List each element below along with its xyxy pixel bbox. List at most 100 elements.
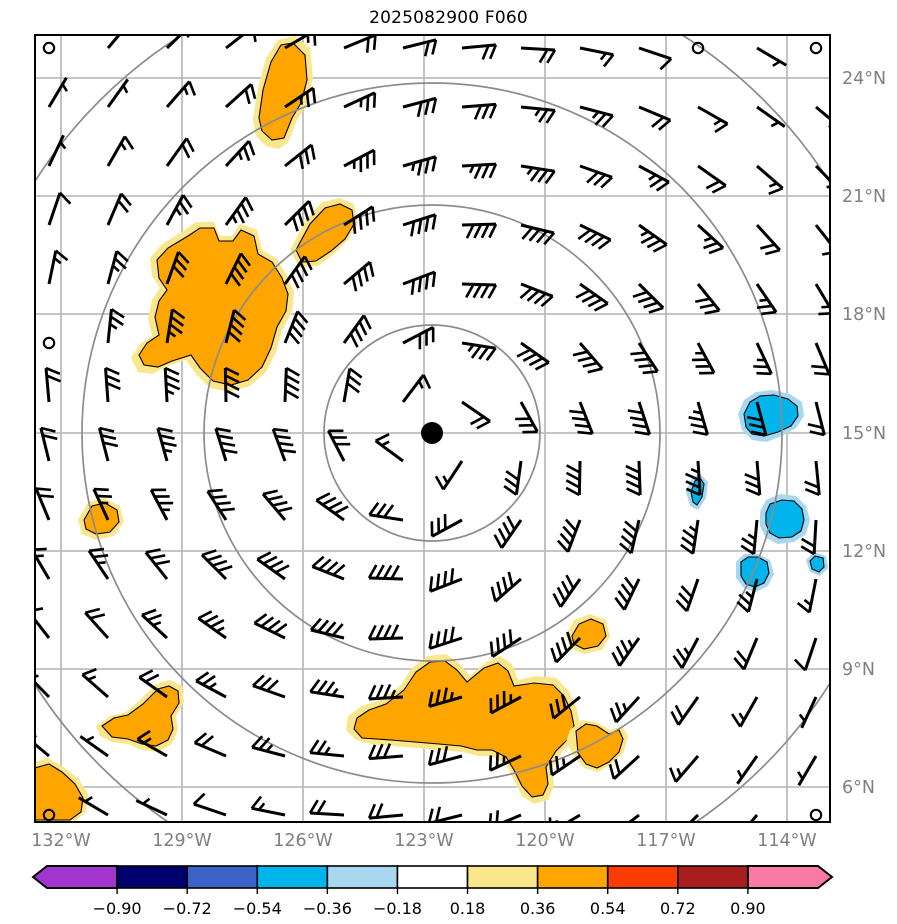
wind-barb (579, 105, 614, 128)
colorbar-segment-4[interactable] (326, 865, 399, 889)
wind-barb (342, 314, 372, 348)
wind-barb (206, 488, 235, 521)
positive-region-south-large (346, 654, 580, 804)
wind-barb (327, 429, 351, 462)
colorbar-segment-0[interactable] (31, 865, 119, 889)
wind-barb (308, 799, 345, 817)
wind-barb (252, 674, 286, 699)
wind-barb (549, 693, 581, 720)
colorbar[interactable] (31, 865, 834, 889)
wind-barb-field (35, 35, 830, 822)
colorbar-segment-1[interactable] (116, 865, 188, 889)
wind-barb (461, 400, 491, 430)
colorbar-segment-8[interactable] (606, 865, 679, 889)
wind-barb (284, 143, 316, 170)
colorbar-segment-3[interactable] (256, 865, 329, 889)
positive-region-southeast-small (566, 614, 610, 654)
wind-barb (807, 401, 826, 437)
wind-barb (106, 192, 132, 226)
wind-barb (42, 41, 56, 55)
wind-barb (747, 401, 768, 437)
wind-barb (309, 739, 345, 758)
wind-barb (638, 105, 672, 131)
wind-barb (224, 196, 254, 226)
wind-barb (696, 223, 725, 255)
x-tick-label-3: 123°W (394, 831, 453, 851)
y-tick-label-1: 21°N (842, 187, 886, 207)
wind-barb (47, 134, 67, 167)
wind-barb (804, 460, 821, 497)
wind-barb (106, 250, 129, 285)
y-tick-label-5: 9°N (842, 660, 875, 680)
wind-barb (550, 631, 582, 664)
colorbar-segment-9[interactable] (677, 865, 749, 889)
colorbar-segment-2[interactable] (186, 865, 259, 889)
colorbar-segment-10[interactable] (746, 865, 834, 889)
wind-barb (736, 755, 759, 785)
wind-barb (343, 91, 377, 111)
wind-barb (461, 43, 498, 60)
wind-barb (461, 162, 498, 180)
wind-barb (675, 578, 700, 613)
wind-barb (516, 341, 550, 371)
wind-barb (35, 674, 51, 699)
wind-barb (614, 576, 641, 611)
wind-barb (401, 374, 432, 403)
wind-barb (638, 164, 670, 192)
wind-barb (97, 426, 119, 462)
wind-barb (756, 46, 788, 67)
wind-barb (796, 578, 818, 614)
wind-barb (749, 814, 759, 822)
wind-barb (430, 514, 463, 538)
wind-barb (684, 460, 702, 497)
wind-barb (814, 283, 830, 316)
wind-barb (136, 729, 168, 758)
wind-barb (250, 795, 286, 817)
wind-barb (744, 460, 762, 497)
wind-barb (672, 637, 700, 669)
wind-barb (489, 690, 522, 715)
colorbar-segment-7[interactable] (536, 865, 609, 889)
wind-barb (755, 223, 781, 256)
negative-region-east-lower (736, 554, 774, 592)
wind-barb (731, 696, 759, 728)
wind-barb (755, 283, 778, 316)
wind-barb (144, 548, 171, 580)
wind-barb (140, 608, 169, 640)
wind-barb (627, 401, 652, 436)
colorbar-segment-6[interactable] (466, 865, 539, 889)
wind-barb (520, 223, 556, 246)
wind-barb (402, 325, 435, 350)
wind-barb (47, 249, 69, 285)
wind-barb (165, 35, 190, 50)
wind-barb (800, 519, 818, 556)
wind-barb (149, 488, 174, 521)
wind-barb (283, 255, 313, 289)
storm-range-rings (35, 35, 830, 822)
wind-barb (733, 637, 759, 671)
wind-barb (311, 555, 346, 581)
colorbar-tick-label-2: −0.54 (233, 899, 282, 918)
wind-barb (224, 252, 251, 287)
colorbar-tick-label-4: −0.18 (373, 899, 422, 918)
x-tick-label-1: 129°W (152, 831, 211, 851)
range-ring-0 (323, 324, 541, 542)
wind-barb (42, 336, 56, 350)
wind-barb (42, 808, 56, 822)
wind-barb (520, 46, 557, 64)
wind-barb (552, 574, 582, 608)
wind-barb (488, 752, 522, 772)
wind-barb (224, 83, 257, 109)
wind-barb (402, 270, 437, 295)
wind-barb (740, 519, 759, 555)
wind-barb (165, 137, 195, 167)
wind-barb (47, 191, 72, 226)
wind-barb (193, 732, 227, 758)
wind-barb (251, 735, 286, 758)
colorbar-segment-5[interactable] (396, 865, 469, 889)
wind-barb (214, 427, 238, 462)
wind-barb (579, 46, 615, 68)
wind-barb (638, 223, 668, 253)
calm-wind-circle (809, 808, 823, 822)
wind-barb (461, 282, 498, 299)
